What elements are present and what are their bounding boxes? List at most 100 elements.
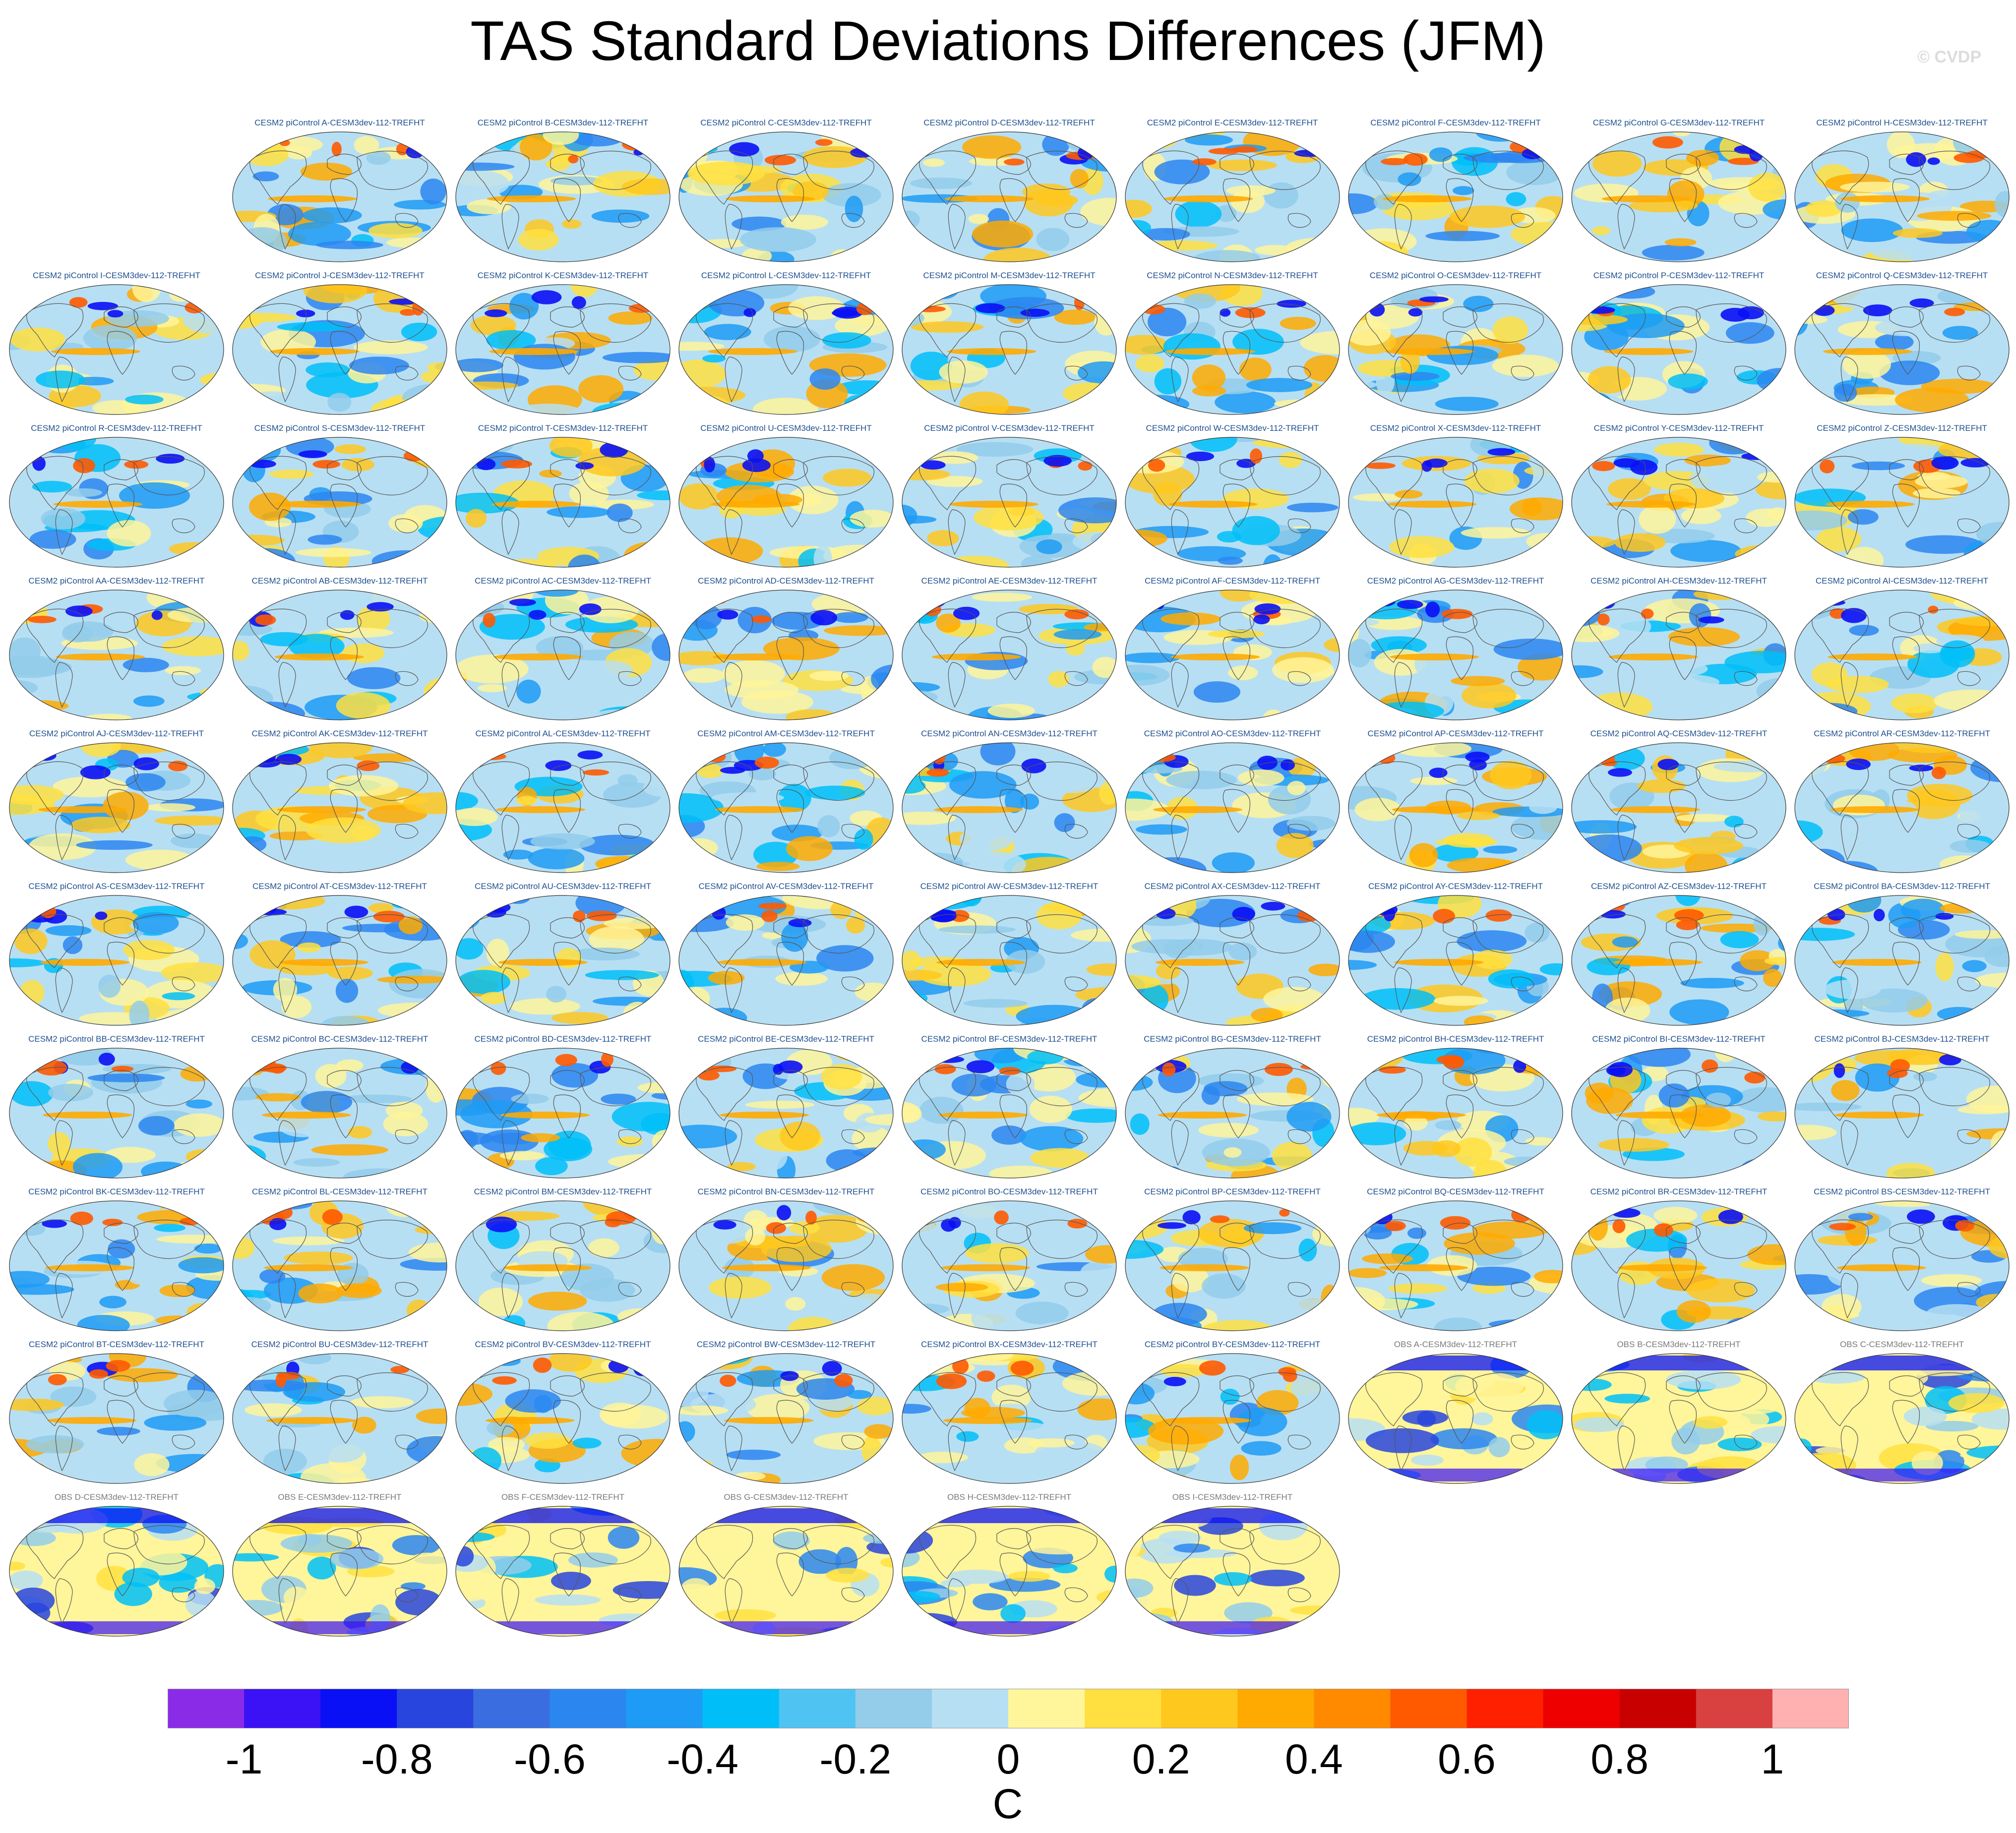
field-blob	[1287, 781, 1306, 795]
equatorial-band	[944, 195, 1034, 202]
field-blob	[1915, 474, 1968, 488]
field-blob	[368, 223, 423, 238]
polar-anomaly	[1441, 609, 1473, 619]
map-panel: CESM2 piControl K-CESM3dev-112-TREFHT	[454, 271, 672, 417]
equatorial-band	[1613, 959, 1703, 966]
field-blob	[1637, 779, 1686, 793]
field-blob	[1822, 1294, 1862, 1320]
continent-outline	[996, 154, 1031, 175]
field-blob	[549, 437, 593, 458]
field-blob	[83, 325, 137, 352]
field-blob	[1639, 505, 1676, 534]
field-blob	[1937, 1006, 1981, 1021]
equatorial-band	[1379, 1264, 1468, 1271]
global-map	[902, 1506, 1117, 1637]
equatorial-band	[38, 806, 127, 813]
continent-outline	[1889, 1375, 1924, 1397]
continent-outline	[841, 518, 865, 533]
field-blob	[902, 562, 949, 567]
field-blob	[917, 962, 991, 987]
continent-outline	[1588, 608, 1646, 663]
field-blob	[1453, 1137, 1492, 1167]
continent-outline	[776, 942, 804, 986]
equatorial-band	[1606, 501, 1696, 508]
continent-outline	[1957, 976, 1981, 992]
continent-outline	[841, 1587, 865, 1602]
field-blob	[335, 979, 359, 1003]
continent-outline	[395, 1587, 419, 1602]
map-outline	[9, 1200, 224, 1331]
polar-anomaly	[1718, 1209, 1743, 1224]
field-blob	[972, 220, 1034, 247]
continent-outline	[1026, 1067, 1098, 1106]
continent-outline	[1472, 914, 1544, 953]
continent-outline	[550, 306, 585, 328]
field-blob	[1763, 968, 1782, 987]
continent-outline	[1443, 917, 1477, 939]
field-blob	[1614, 533, 1666, 552]
field-blob	[1125, 220, 1151, 236]
polar-anomaly	[1433, 909, 1455, 924]
continent-outline	[1734, 213, 1758, 228]
polar-anomaly	[999, 1067, 1021, 1075]
field-blob	[1984, 695, 2009, 720]
field-blob	[395, 1589, 442, 1616]
field-blob	[1740, 950, 1775, 971]
continent-outline	[696, 1525, 753, 1579]
field-blob	[1140, 228, 1190, 241]
field-blob	[1894, 387, 1969, 413]
polar-anomaly	[32, 456, 46, 471]
continent-outline	[1222, 178, 1251, 222]
field-blob	[865, 1114, 893, 1125]
continent-outline	[776, 1247, 804, 1291]
polar-anomaly	[69, 297, 88, 308]
field-blob	[1530, 1201, 1563, 1216]
map-outline	[902, 131, 1117, 262]
field-blob	[164, 1390, 224, 1417]
field-blob	[1666, 1369, 1741, 1390]
field-blob	[1871, 1201, 1942, 1207]
field-blob	[547, 506, 611, 518]
continent-outline	[133, 1372, 205, 1412]
field-blob	[864, 1424, 893, 1439]
arctic-band	[1795, 1356, 2009, 1370]
continent-outline	[803, 609, 874, 648]
field-blob	[298, 1283, 343, 1303]
polar-anomaly	[400, 309, 417, 316]
map-panel: CESM2 piControl T-CESM3dev-112-TREFHT	[454, 423, 672, 570]
field-blob	[1737, 1048, 1786, 1059]
field-blob	[1586, 692, 1653, 720]
continent-outline	[1511, 518, 1534, 533]
field-blob	[1720, 1386, 1786, 1415]
continent-outline	[26, 1066, 84, 1121]
field-blob	[1348, 132, 1397, 146]
field-blob	[456, 599, 483, 618]
continent-outline	[1472, 456, 1544, 495]
continent-outline	[107, 483, 135, 528]
equatorial-band	[1608, 653, 1698, 660]
field-blob	[1252, 437, 1327, 448]
map-panel: CESM2 piControl AN-CESM3dev-112-TREFHT	[900, 729, 1118, 876]
field-blob	[1194, 250, 1261, 262]
field-blob	[1077, 1398, 1116, 1421]
field-blob	[26, 1435, 84, 1454]
polar-anomaly	[367, 602, 394, 612]
continent-outline	[1026, 609, 1098, 648]
field-blob	[505, 1389, 561, 1413]
field-blob	[781, 214, 828, 230]
continent-outline	[999, 1247, 1028, 1291]
field-blob	[572, 132, 622, 147]
field-blob	[460, 1100, 533, 1128]
equatorial-band	[1392, 806, 1481, 813]
map-panel: CESM2 piControl D-CESM3dev-112-TREFHT	[900, 118, 1118, 265]
field-blob	[1192, 364, 1226, 391]
field-blob	[1532, 1004, 1563, 1025]
field-blob	[902, 1404, 931, 1414]
colorbar-unit-label: C	[992, 1780, 1023, 1827]
field-blob	[548, 1354, 592, 1372]
equatorial-band	[261, 1112, 351, 1119]
map-panel: CESM2 piControl AC-CESM3dev-112-TREFHT	[454, 576, 672, 723]
map-panel: CESM2 piControl AY-CESM3dev-112-TREFHT	[1346, 882, 1565, 1028]
field-blob	[1136, 132, 1177, 149]
continent-outline	[1249, 1067, 1321, 1106]
